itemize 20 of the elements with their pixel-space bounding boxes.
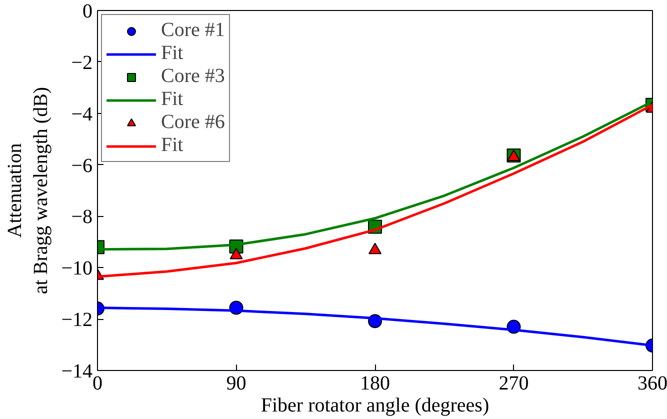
y-tick-label: −6: [71, 154, 92, 177]
x-tick-label: 90: [226, 372, 246, 394]
y-axis-title: Attenuation at Bragg wavelength (dB): [4, 86, 52, 294]
x-tick-label: 360: [638, 372, 667, 394]
x-tick-label: 270: [498, 372, 529, 394]
y-tick-label: −8: [71, 206, 92, 228]
y-tick-label: −12: [61, 309, 92, 332]
x-tick-label: 180: [360, 372, 390, 394]
legend-label: Core #6: [161, 111, 225, 134]
x-axis-title: Fiber rotator angle (degrees): [260, 394, 490, 416]
legend-label: Core #3: [161, 65, 225, 88]
legend-label: Fit: [161, 88, 184, 111]
y-tick-label: −2: [71, 52, 92, 74]
legend-label: Fit: [161, 42, 184, 65]
y-tick-label: −4: [71, 103, 92, 126]
y-tick-label: −10: [61, 258, 92, 280]
legend-label: Fit: [161, 134, 184, 157]
legend-label: Core #1: [161, 19, 225, 42]
y-tick-label: −14: [61, 360, 92, 382]
y-tick-label: 0: [82, 0, 92, 22]
